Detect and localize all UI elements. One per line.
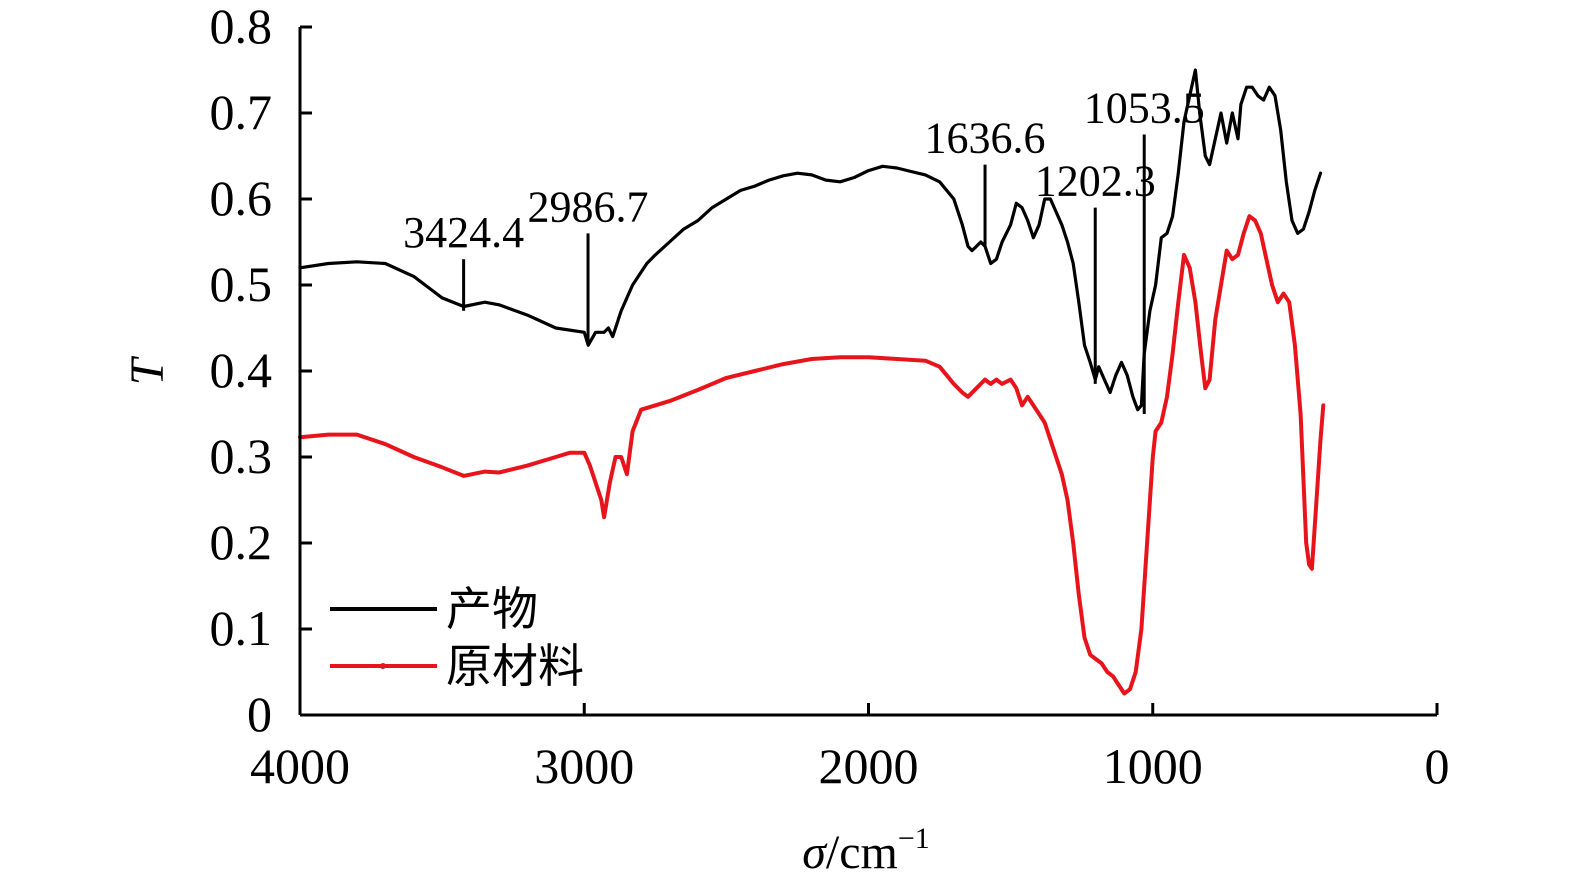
y-tick-label: 0.5 bbox=[210, 256, 273, 312]
y-tick-label: 0.7 bbox=[210, 84, 273, 140]
legend-label-raw-material: 原材料 bbox=[446, 641, 584, 692]
y-tick-label: 0.2 bbox=[210, 514, 273, 570]
legend-marker-raw-material bbox=[380, 663, 386, 669]
series-line-1 bbox=[298, 214, 1326, 696]
y-tick-label: 0.6 bbox=[210, 170, 273, 226]
y-tick-label: 0.8 bbox=[210, 0, 273, 54]
annotation-label: 1202.3 bbox=[1035, 157, 1156, 206]
x-axis-title-exponent: −1 bbox=[898, 822, 930, 855]
y-tick-label: 0.4 bbox=[210, 342, 273, 398]
x-tick-label: 3000 bbox=[534, 738, 634, 794]
x-axis-title: σ/cm−1 bbox=[802, 822, 930, 879]
y-tick-label: 0.3 bbox=[210, 428, 273, 484]
series-layer bbox=[298, 68, 1326, 696]
x-tick-label: 0 bbox=[1425, 738, 1450, 794]
annotation-label: 1053.5 bbox=[1084, 84, 1205, 133]
y-axis-title: T bbox=[121, 355, 174, 385]
annotation-label: 1636.6 bbox=[925, 114, 1046, 163]
y-tick-label: 0.1 bbox=[210, 600, 273, 656]
x-axis-title-symbol: σ bbox=[802, 826, 828, 879]
legend: 产物 原材料 bbox=[330, 584, 584, 692]
legend-label-product: 产物 bbox=[446, 584, 538, 635]
x-axis-title-unit: /cm bbox=[826, 826, 898, 879]
y-tick-label: 0 bbox=[247, 686, 272, 742]
series-line-0 bbox=[298, 68, 1323, 412]
x-tick-label: 1000 bbox=[1103, 738, 1203, 794]
tick-layer: 0 0.1 0.2 0.3 0.4 0.5 0.6 0.7 0.8 4000 3000 2000 100… bbox=[210, 0, 1450, 794]
x-tick-label: 4000 bbox=[250, 738, 350, 794]
x-tick-label: 2000 bbox=[819, 738, 919, 794]
annotation-label: 3424.4 bbox=[403, 208, 524, 257]
annotation-label: 2986.7 bbox=[528, 182, 649, 231]
